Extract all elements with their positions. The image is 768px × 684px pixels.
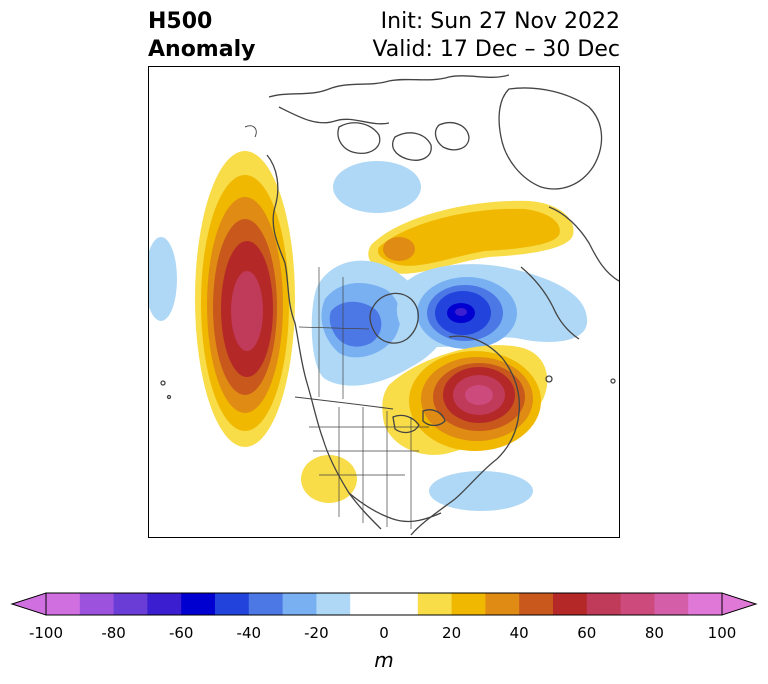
colorbar-tick-label: 20 bbox=[442, 624, 462, 642]
colorbar-tick-label: 60 bbox=[577, 624, 597, 642]
anomaly-atlantic-ridge bbox=[382, 345, 548, 455]
colorbar-segment bbox=[316, 593, 351, 615]
anomaly-southwest-ridge bbox=[301, 455, 357, 503]
colorbar-segment bbox=[350, 593, 385, 615]
colorbar-extend-high bbox=[721, 592, 758, 616]
colorbar-segment bbox=[147, 593, 182, 615]
colorbar bbox=[10, 590, 758, 620]
colorbar-tick-label: 40 bbox=[509, 624, 529, 642]
colorbar-segment bbox=[553, 593, 588, 615]
anomaly-alaska-trough bbox=[333, 161, 421, 213]
colorbar-tick-label: 80 bbox=[644, 624, 664, 642]
colorbar-segment bbox=[417, 593, 453, 615]
colorbar-unit: m bbox=[374, 648, 394, 672]
colorbar-segment bbox=[519, 593, 554, 615]
title-field: H500 bbox=[148, 9, 213, 34]
colorbar-segment bbox=[113, 593, 148, 615]
title-type: Anomaly bbox=[148, 37, 256, 62]
title-left: H500 Anomaly bbox=[148, 8, 255, 64]
colorbar-tick-label: -40 bbox=[236, 624, 262, 642]
colorbar-segment bbox=[248, 593, 284, 615]
colorbar-segment bbox=[654, 593, 689, 615]
anomaly-arctic-ridge bbox=[368, 200, 574, 274]
colorbar-tick-label: -80 bbox=[101, 624, 126, 642]
anomaly-pacific-trough bbox=[149, 237, 177, 321]
colorbar-segment bbox=[215, 593, 250, 615]
colorbar-segment bbox=[181, 593, 216, 615]
anomaly-map bbox=[149, 74, 619, 536]
colorbar-svg bbox=[10, 592, 758, 616]
colorbar-segment bbox=[451, 593, 486, 615]
map-panel bbox=[148, 66, 620, 538]
colorbar-segment bbox=[586, 593, 622, 615]
colorbar-frame bbox=[45, 592, 723, 616]
colorbar-segment bbox=[46, 593, 81, 615]
valid-range: Valid: 17 Dec – 30 Dec bbox=[372, 37, 620, 62]
colorbar-segment bbox=[688, 593, 723, 615]
colorbar-tick-label: 100 bbox=[707, 624, 737, 642]
anomaly-pacific-ridge bbox=[195, 151, 295, 447]
colorbar-segment bbox=[384, 593, 419, 615]
colorbar-tick-label: -20 bbox=[304, 624, 329, 642]
init-date: Init: Sun 27 Nov 2022 bbox=[380, 9, 620, 34]
anomaly-se-trough bbox=[429, 471, 533, 511]
colorbar-segment bbox=[485, 593, 520, 615]
colorbar-tick-label: -100 bbox=[28, 624, 64, 642]
colorbar-segment bbox=[282, 593, 317, 615]
anomaly-hudson-trough bbox=[396, 264, 588, 349]
title-right: Init: Sun 27 Nov 2022 Valid: 17 Dec – 30… bbox=[372, 8, 620, 64]
colorbar-tick-label: -60 bbox=[168, 624, 194, 642]
colorbar-extend-low bbox=[10, 592, 47, 616]
colorbar-tick-label: 0 bbox=[379, 624, 389, 642]
colorbar-segment bbox=[620, 593, 655, 615]
coastlines bbox=[160, 74, 619, 536]
colorbar-segment bbox=[79, 593, 115, 615]
